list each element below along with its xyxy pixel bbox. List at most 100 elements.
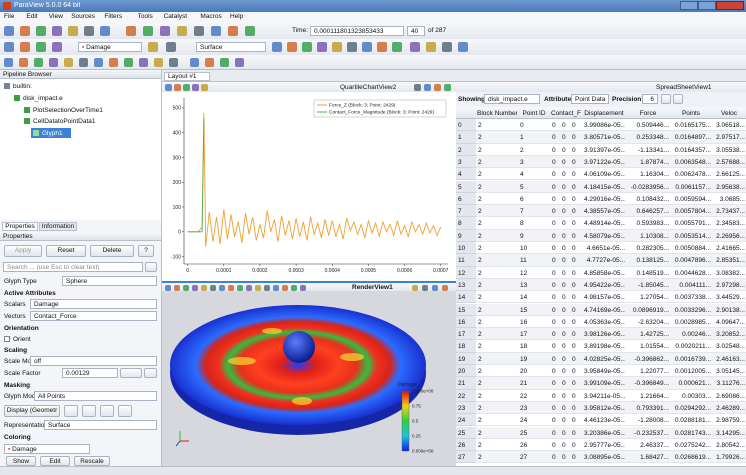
export-button[interactable] (673, 94, 683, 104)
toolbar-button[interactable] (414, 84, 421, 91)
toolbar-button[interactable] (177, 26, 187, 36)
checkbox[interactable] (4, 336, 10, 342)
toolbar-button[interactable] (183, 84, 190, 91)
toolbar-button[interactable] (79, 58, 88, 67)
toolbar-button[interactable] (139, 58, 148, 67)
advanced-toggle[interactable] (145, 262, 157, 272)
toolbar-button[interactable] (205, 58, 214, 67)
toolbar-button[interactable] (94, 58, 103, 67)
scale-button[interactable] (120, 368, 142, 378)
menu-item[interactable]: View (49, 13, 63, 20)
toolbar-button[interactable] (220, 58, 229, 67)
display-icon-button[interactable] (118, 405, 132, 417)
toolbar-button[interactable] (52, 26, 62, 36)
toolbar-button[interactable] (442, 42, 452, 52)
time-step-field[interactable]: 40 (407, 26, 425, 36)
toolbar-button[interactable] (235, 58, 244, 67)
tab[interactable]: Information (39, 222, 77, 231)
reset-value-button[interactable] (144, 368, 157, 378)
toolbar-button[interactable] (34, 58, 43, 67)
toolbar-button[interactable] (392, 42, 402, 52)
toolbar-button[interactable] (377, 42, 387, 52)
toolbar-button[interactable] (362, 42, 372, 52)
toolbar-button[interactable] (201, 84, 208, 91)
property-combo[interactable]: Sphere (62, 276, 157, 286)
close-button[interactable] (716, 1, 744, 10)
toolbar-button[interactable] (302, 42, 312, 52)
menu-item[interactable]: Filters (104, 13, 122, 20)
column-header[interactable]: Veloc (713, 110, 745, 117)
pipeline-item[interactable]: CellDatatoPointData1 (33, 118, 96, 125)
property-combo[interactable]: Damage (30, 299, 157, 309)
pipeline-item[interactable]: PlotSelectionOverTime1 (33, 107, 103, 114)
toolbar-button[interactable] (126, 26, 136, 36)
display-icon-button[interactable] (64, 405, 78, 417)
precision-field[interactable]: 6 (642, 94, 658, 104)
search-box[interactable]: Search ... (use Esc to clear text) (3, 262, 143, 272)
property-combo[interactable]: ▪ Damage (4, 444, 90, 454)
toolbar-button[interactable] (36, 42, 46, 52)
pipeline-item[interactable]: Glyph1 (42, 130, 63, 137)
property-field[interactable]: 0.00129 (62, 368, 118, 378)
column-header[interactable]: Displacement (583, 110, 625, 117)
toolbar-button[interactable] (444, 84, 451, 91)
toolbar-button[interactable] (49, 58, 58, 67)
property-combo[interactable]: All Points (34, 391, 157, 401)
toolbar-button[interactable] (109, 58, 118, 67)
property-combo[interactable]: off (30, 356, 157, 366)
toolbar-button[interactable] (124, 58, 133, 67)
property-combo[interactable]: Contact_Force (30, 311, 157, 321)
menu-item[interactable]: Macros (200, 13, 221, 20)
pipeline-item[interactable]: builtin: (13, 83, 32, 90)
edit-button[interactable]: Edit (40, 456, 70, 466)
toolbar-button[interactable] (332, 42, 342, 52)
apply-button[interactable]: Apply (4, 245, 42, 257)
pipeline-item[interactable]: disk_impact.e (23, 95, 63, 102)
toolbar-button[interactable] (174, 84, 181, 91)
toolbar-button[interactable] (434, 84, 441, 91)
toggle-column-button[interactable] (661, 94, 671, 104)
column-header[interactable]: Points (671, 110, 711, 117)
source-combo[interactable]: disk_impact.e (484, 94, 540, 104)
toolbar-button[interactable] (160, 26, 170, 36)
representation-combo[interactable]: Surface (196, 42, 266, 52)
help-button[interactable]: ? (138, 245, 154, 257)
toolbar-button[interactable] (148, 42, 158, 52)
menu-item[interactable]: Help (230, 13, 243, 20)
toolbar-button[interactable] (272, 42, 282, 52)
menu-item[interactable]: File (4, 13, 14, 20)
toolbar-button[interactable] (410, 42, 420, 52)
toolbar-button[interactable] (100, 26, 110, 36)
toolbar-button[interactable] (245, 26, 255, 36)
layout-tab[interactable]: Layout #1 (164, 72, 210, 81)
display-icon-button[interactable] (82, 405, 96, 417)
toolbar-button[interactable] (64, 58, 73, 67)
toolbar-button[interactable] (194, 26, 204, 36)
toolbar-button[interactable] (143, 26, 153, 36)
toolbar-button[interactable] (4, 26, 14, 36)
toolbar-button[interactable] (458, 42, 468, 52)
menu-item[interactable]: Edit (26, 13, 37, 20)
menu-item[interactable]: Tools (138, 13, 153, 20)
reset-button[interactable]: Reset (46, 245, 86, 257)
column-header[interactable]: Point ID (519, 110, 549, 117)
toolbar-button[interactable] (52, 42, 62, 52)
toolbar-button[interactable] (192, 84, 199, 91)
toolbar-button[interactable] (68, 26, 78, 36)
toolbar-button[interactable] (424, 84, 431, 91)
toolbar-button[interactable] (426, 42, 436, 52)
maximize-button[interactable] (698, 1, 716, 10)
column-header[interactable]: Block Number (477, 110, 517, 117)
column-header[interactable]: Contact_Force (551, 110, 581, 117)
display-icon-button[interactable] (100, 405, 114, 417)
toolbar-button[interactable] (4, 58, 13, 67)
toolbar-button[interactable] (166, 42, 176, 52)
column-header[interactable]: Force (627, 110, 669, 117)
time-field[interactable]: 0.000111801323853433 (310, 26, 404, 36)
toolbar-button[interactable] (211, 26, 221, 36)
toolbar-button[interactable] (165, 84, 172, 91)
toolbar-button[interactable] (190, 58, 199, 67)
toolbar-button[interactable] (20, 42, 30, 52)
attribute-combo[interactable]: Point Data (571, 94, 609, 104)
toolbar-button[interactable] (317, 42, 327, 52)
